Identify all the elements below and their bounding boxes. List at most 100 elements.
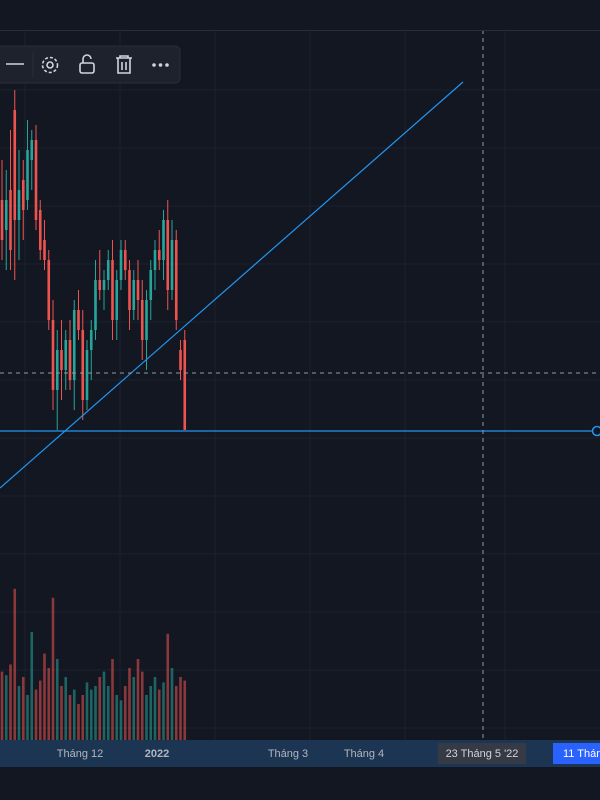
volume-bar [98, 677, 102, 740]
candle-body [55, 350, 59, 390]
time-label: 2022 [145, 748, 169, 760]
candle-body [13, 110, 17, 220]
candle-body [166, 220, 170, 290]
lock-body [79, 62, 95, 74]
candle-body [153, 250, 157, 270]
volume-bar [145, 695, 148, 740]
volume-bar [77, 704, 80, 740]
volume-bar [179, 677, 182, 740]
candle-body [89, 330, 93, 350]
volume-bar [170, 668, 174, 740]
candle-body [85, 350, 89, 400]
drawing-toolbar [0, 45, 181, 84]
candle-body [170, 240, 174, 290]
volume-bar [4, 675, 8, 740]
volume-bar [26, 695, 29, 740]
candle-body [30, 140, 34, 160]
candle-body [111, 260, 114, 320]
volume-bar [43, 653, 46, 740]
volume-bar [55, 659, 59, 740]
volume-bar [153, 677, 157, 740]
candle-body [47, 260, 51, 320]
price-pane [0, 90, 187, 430]
candle-body [51, 320, 55, 390]
dot [152, 63, 156, 67]
candle-body [64, 340, 68, 370]
more-button[interactable] [152, 63, 169, 67]
volume-bar [89, 689, 93, 740]
candle-body [94, 280, 97, 330]
volume-bar [102, 671, 106, 740]
trend-line[interactable] [0, 81, 464, 489]
volume-bar [21, 677, 25, 740]
trash-icon [116, 55, 132, 74]
volume-bar [30, 632, 34, 740]
volume-bar [174, 686, 178, 740]
volume-bar [17, 686, 21, 740]
candle-body [77, 310, 80, 330]
volume-bar [157, 689, 161, 740]
volume-bar [9, 664, 12, 740]
candle-body [128, 270, 131, 310]
candle-body [183, 340, 187, 430]
volume-bar [119, 700, 123, 740]
settings-button[interactable] [41, 56, 59, 74]
candle-body [98, 280, 102, 290]
candle-body [106, 260, 110, 280]
time-label: Tháng 4 [344, 748, 384, 760]
candle-body [162, 220, 165, 260]
candle-body [38, 210, 42, 250]
volume-bar [85, 682, 89, 740]
time-label: Tháng 12 [57, 748, 103, 760]
volume-bar [13, 588, 17, 740]
candle-body [81, 330, 85, 400]
time-axis: Tháng 12 2022 Tháng 3 Tháng 4 [57, 748, 384, 760]
candle-body [9, 190, 12, 250]
volume-bar [128, 668, 131, 740]
volume-bar [136, 659, 140, 740]
range-label: 11 Tháng [563, 748, 600, 760]
volume-bar [34, 689, 38, 740]
delete-button[interactable] [116, 55, 132, 74]
volume-bar [149, 686, 153, 740]
bottom-strip [0, 767, 600, 800]
volume-bar [60, 686, 63, 740]
volume-bar [64, 677, 68, 740]
candle-body [140, 300, 144, 340]
volume-bar [123, 686, 127, 740]
lock-button[interactable] [79, 54, 95, 74]
ray-handle[interactable] [591, 425, 600, 437]
dot [165, 63, 169, 67]
candle-body [26, 150, 29, 200]
candle-body [43, 240, 46, 260]
candle-body [102, 280, 106, 290]
volume-bar [51, 597, 55, 740]
lock-shackle [82, 54, 92, 63]
dot [158, 63, 163, 67]
volume-bar [94, 686, 97, 740]
gear-center [46, 61, 54, 69]
volume-bar [166, 633, 170, 740]
volume-bar [38, 680, 42, 740]
volume-bar [162, 682, 165, 740]
candle-body [136, 280, 140, 300]
volume-bar [72, 689, 76, 740]
candle-body [60, 350, 63, 370]
grid [0, 30, 600, 740]
volume-bar [183, 680, 187, 740]
candle-body [179, 350, 182, 370]
volume-bar [81, 695, 85, 740]
candle-body [34, 140, 38, 220]
volume-bar [115, 695, 119, 740]
candle-body [149, 270, 153, 300]
volume-bar [0, 671, 4, 740]
candle-body [0, 200, 4, 240]
candle-body [123, 250, 127, 270]
gear-ring [41, 56, 59, 74]
toolbar-bg [0, 45, 181, 84]
volume-bar [132, 677, 136, 740]
candle-body [115, 280, 119, 320]
